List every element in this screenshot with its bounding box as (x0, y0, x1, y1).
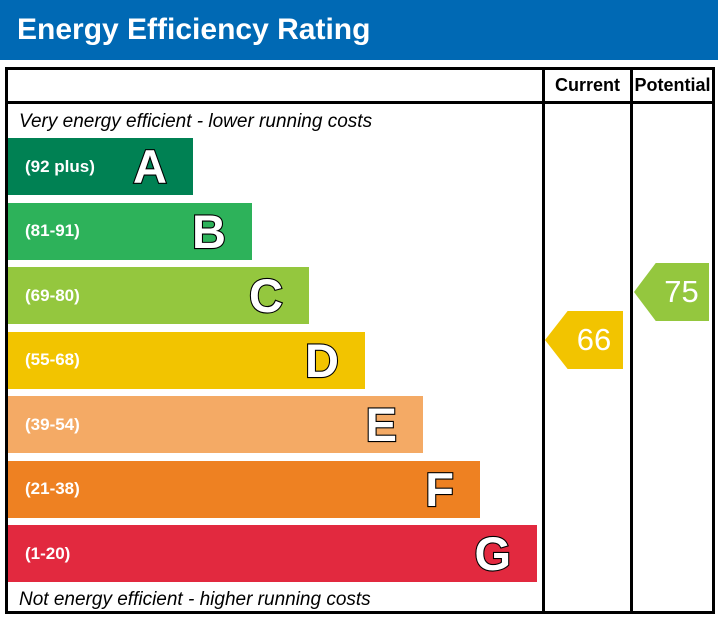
band-letter: E (365, 398, 399, 451)
page-title: Energy Efficiency Rating (17, 13, 371, 46)
column-divider-right (630, 70, 633, 611)
current-rating-marker: 66 (545, 311, 623, 369)
band-row-b: (81-91) B (8, 202, 252, 260)
column-divider-left (542, 70, 545, 611)
potential-rating-value: 75 (664, 274, 699, 309)
title-bar: Energy Efficiency Rating (0, 0, 718, 60)
note-not-efficient: Not energy efficient - higher running co… (19, 589, 371, 610)
band-letter: D (304, 333, 340, 387)
band-letter: B (191, 204, 227, 258)
rating-bands: (92 plus) A (81-91) B (69-80) C (55-68) … (8, 138, 537, 582)
band-range-label: (92 plus) (25, 156, 95, 176)
band-row-g: (1-20) G (8, 525, 537, 582)
current-rating-value: 66 (576, 322, 612, 357)
column-header-potential: Potential (634, 75, 711, 95)
band-range-label: (81-91) (25, 221, 80, 240)
rating-table: Current Potential Very energy efficient … (5, 67, 715, 614)
band-range-label: (69-80) (25, 285, 80, 305)
band-row-a: (92 plus) A (8, 138, 193, 195)
band-letter: C (248, 269, 284, 322)
band-row-f: (21-38) F (8, 460, 480, 518)
header-row-divider (8, 101, 712, 104)
band-range-label: (21-38) (25, 479, 80, 498)
band-row-e: (39-54) E (8, 396, 423, 453)
band-row-c: (69-80) C (8, 267, 309, 324)
band-range-label: (1-20) (25, 543, 71, 563)
band-letter: G (473, 527, 512, 580)
band-letter: F (424, 462, 455, 516)
band-range-label: (39-54) (25, 414, 80, 434)
band-range-label: (55-68) (25, 350, 80, 369)
band-row-d: (55-68) D (8, 331, 365, 389)
band-letter: A (132, 140, 168, 193)
potential-rating-marker: 75 (634, 263, 709, 321)
column-header-current: Current (554, 75, 620, 95)
note-very-efficient: Very energy efficient - lower running co… (19, 111, 373, 132)
